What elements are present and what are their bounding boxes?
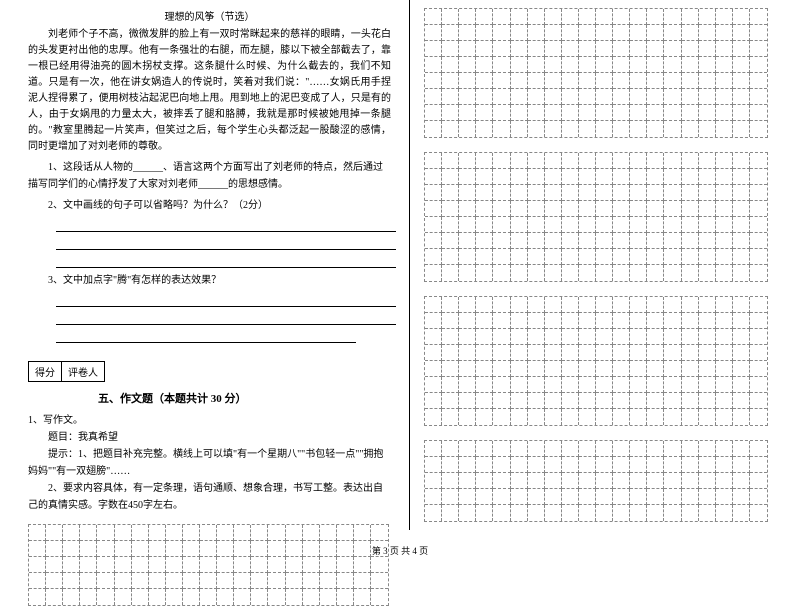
answer-line xyxy=(56,252,396,268)
passage-text: 刘老师个子不高，微微发胖的脸上有一双时常眯起来的慈祥的眼睛，一头花白的头发更衬出… xyxy=(28,27,391,155)
answer-line xyxy=(56,309,396,325)
answer-line xyxy=(56,327,356,343)
writing-grid-r3 xyxy=(424,296,768,426)
writing-grid-left-bottom xyxy=(28,524,389,606)
essay-hint-2: 2、要求内容具体，有一定条理，语句通顺、想象合理，书写工整。表达出自己的真情实感… xyxy=(28,480,391,514)
score-cell-right: 评卷人 xyxy=(62,361,105,382)
question-1: 1、这段话从人物的______、语言这两个方面写出了刘老师的特点，然后通过描写同… xyxy=(28,159,391,193)
answer-line xyxy=(56,234,396,250)
right-column xyxy=(410,0,800,530)
answer-line xyxy=(56,291,396,307)
writing-grid-r4 xyxy=(424,440,768,522)
passage-title: 理想的风筝（节选） xyxy=(28,8,391,23)
writing-grid-r2 xyxy=(424,152,768,282)
essay-number: 1、写作文。 xyxy=(28,412,391,429)
question-3: 3、文中加点字"腾"有怎样的表达效果？ xyxy=(28,272,391,289)
question-2: 2、文中画线的句子可以省略吗？为什么？（2分） xyxy=(28,197,391,214)
page-footer: 第 3 页 共 4 页 xyxy=(0,544,800,557)
essay-hint-1: 提示：1、把题目补充完整。横线上可以填"有一个星期八""书包轻一点""拥抱妈妈"… xyxy=(28,446,391,480)
left-column: 理想的风筝（节选） 刘老师个子不高，微微发胖的脸上有一双时常眯起来的慈祥的眼睛，… xyxy=(0,0,410,530)
score-cell-left: 得分 xyxy=(28,361,62,382)
score-box: 得分 评卷人 xyxy=(28,361,391,382)
section-5-title: 五、作文题（本题共计 30 分） xyxy=(98,390,391,406)
writing-grid-r1 xyxy=(424,8,768,138)
essay-intro: 1、写作文。 题目：我真希望 提示：1、把题目补充完整。横线上可以填"有一个星期… xyxy=(28,412,391,514)
essay-topic: 题目：我真希望 xyxy=(28,429,391,446)
answer-line xyxy=(56,216,396,232)
